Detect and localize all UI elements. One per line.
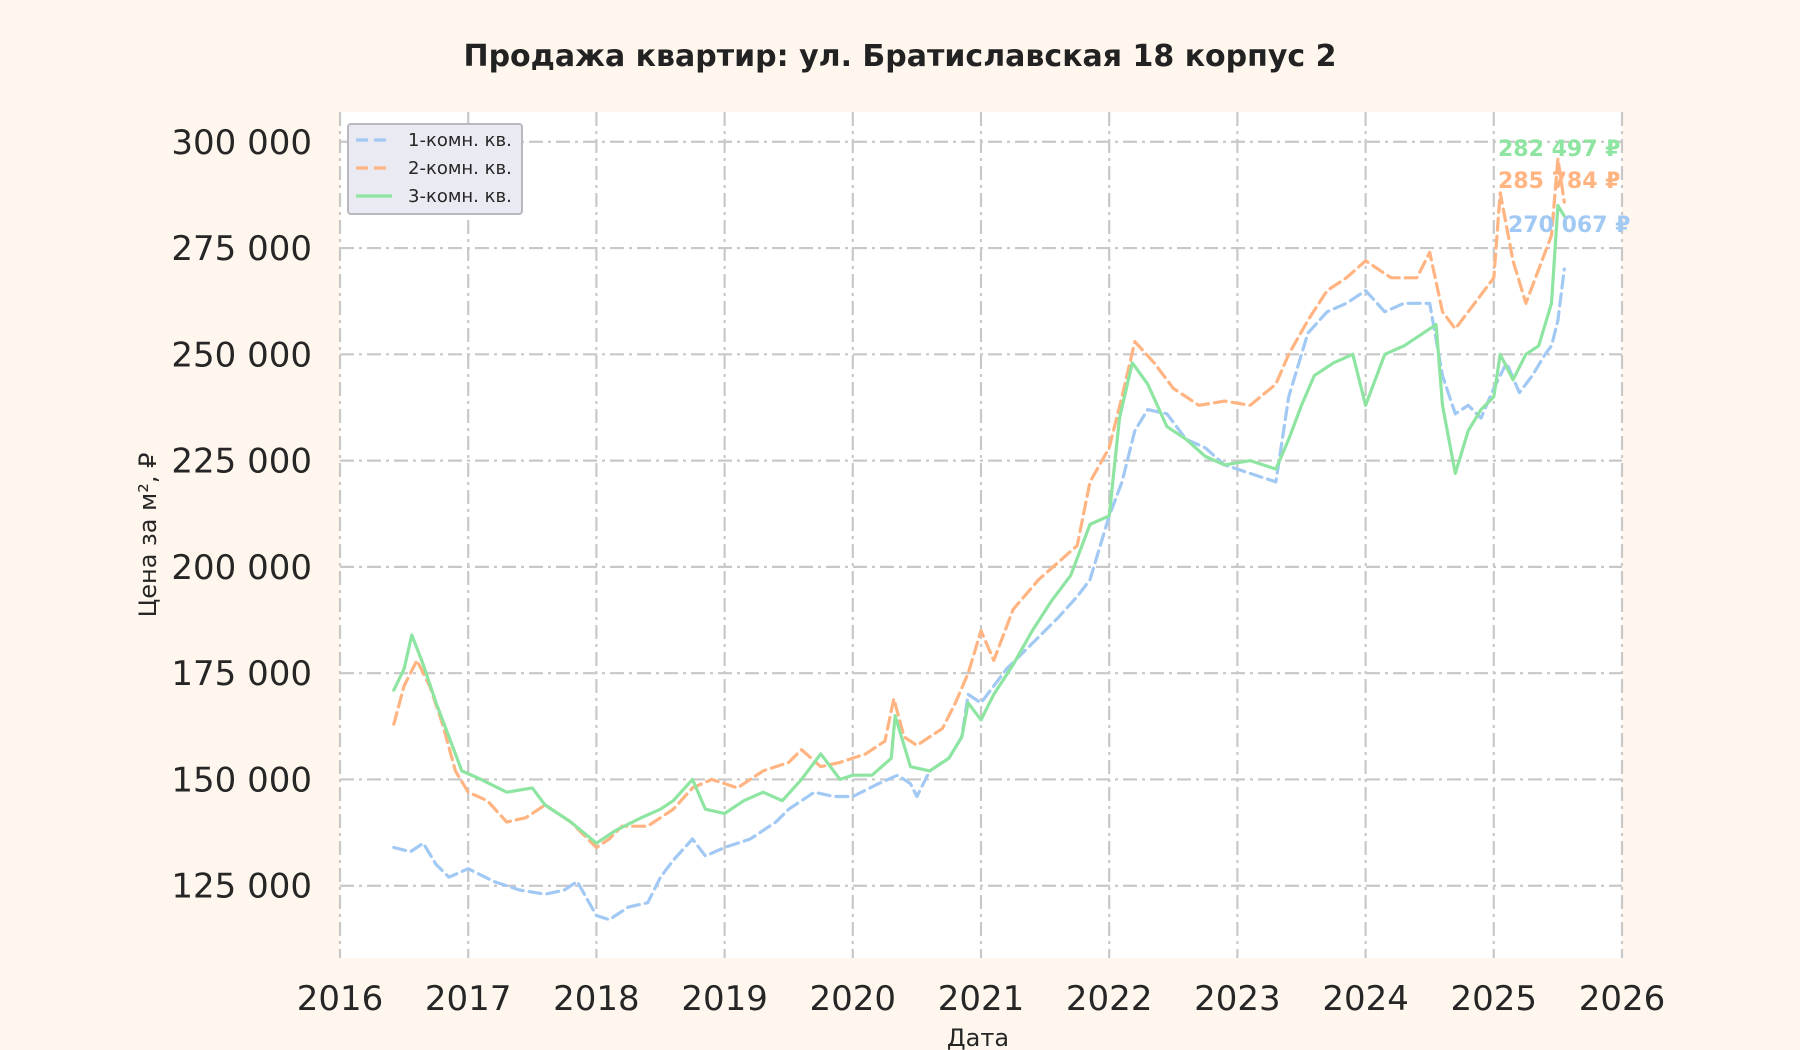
x-tick-label: 2025: [1451, 979, 1538, 1019]
y-tick-label: 275 000: [171, 229, 312, 269]
end-label-1: 282 497 ₽: [1498, 137, 1620, 162]
grid: [338, 112, 1624, 958]
y-axis-label: Цена за м², ₽: [134, 453, 162, 618]
x-tick-label: 2016: [297, 979, 384, 1019]
x-tick-label: 2022: [1066, 979, 1153, 1019]
x-tick-label: 2021: [938, 979, 1025, 1019]
x-tick-label: 2019: [681, 979, 768, 1019]
y-tick-label: 250 000: [171, 335, 312, 375]
series-line-3: [392, 203, 1566, 845]
legend-label-1: 1-комн. кв.: [408, 130, 512, 151]
end-label-3: 270 067 ₽: [1508, 213, 1630, 238]
series-layer: [392, 157, 1566, 922]
x-tick-label: 2026: [1579, 979, 1666, 1019]
x-tick-label: 2024: [1322, 979, 1409, 1019]
legend-label-3: 3-комн. кв.: [408, 186, 512, 207]
end-label-2: 285 784 ₽: [1498, 169, 1620, 194]
legend-box: [347, 123, 523, 215]
y-axis-ticks: 125 000 150 000 175 000 200 000 225 000 250 0…: [171, 123, 312, 907]
chart-title: Продажа квартир: ул. Братиславская 18 ко…: [463, 39, 1336, 74]
x-axis-ticks: 2016 2017 2018 2019 2020 2021 2022 2023 2024 2025…: [297, 979, 1666, 1019]
y-tick-label: 300 000: [171, 123, 312, 163]
y-tick-label: 125 000: [171, 867, 312, 907]
legend-label-2: 2-комн. кв.: [408, 158, 512, 179]
y-tick-label: 175 000: [171, 654, 312, 694]
x-axis-label: Дата: [947, 1024, 1009, 1050]
y-tick-label: 150 000: [171, 760, 312, 800]
end-labels: 282 497 ₽ 285 784 ₽ 270 067 ₽: [1498, 137, 1630, 238]
x-tick-label: 2020: [810, 979, 897, 1019]
x-tick-label: 2023: [1194, 979, 1281, 1019]
x-tick-label: 2017: [425, 979, 512, 1019]
y-tick-label: 225 000: [171, 442, 312, 482]
legend: 1-комн. кв. 2-комн. кв. 3-комн. кв.: [347, 123, 523, 215]
x-tick-label: 2018: [553, 979, 640, 1019]
plot-area: [340, 112, 1622, 958]
y-tick-label: 200 000: [171, 548, 312, 588]
